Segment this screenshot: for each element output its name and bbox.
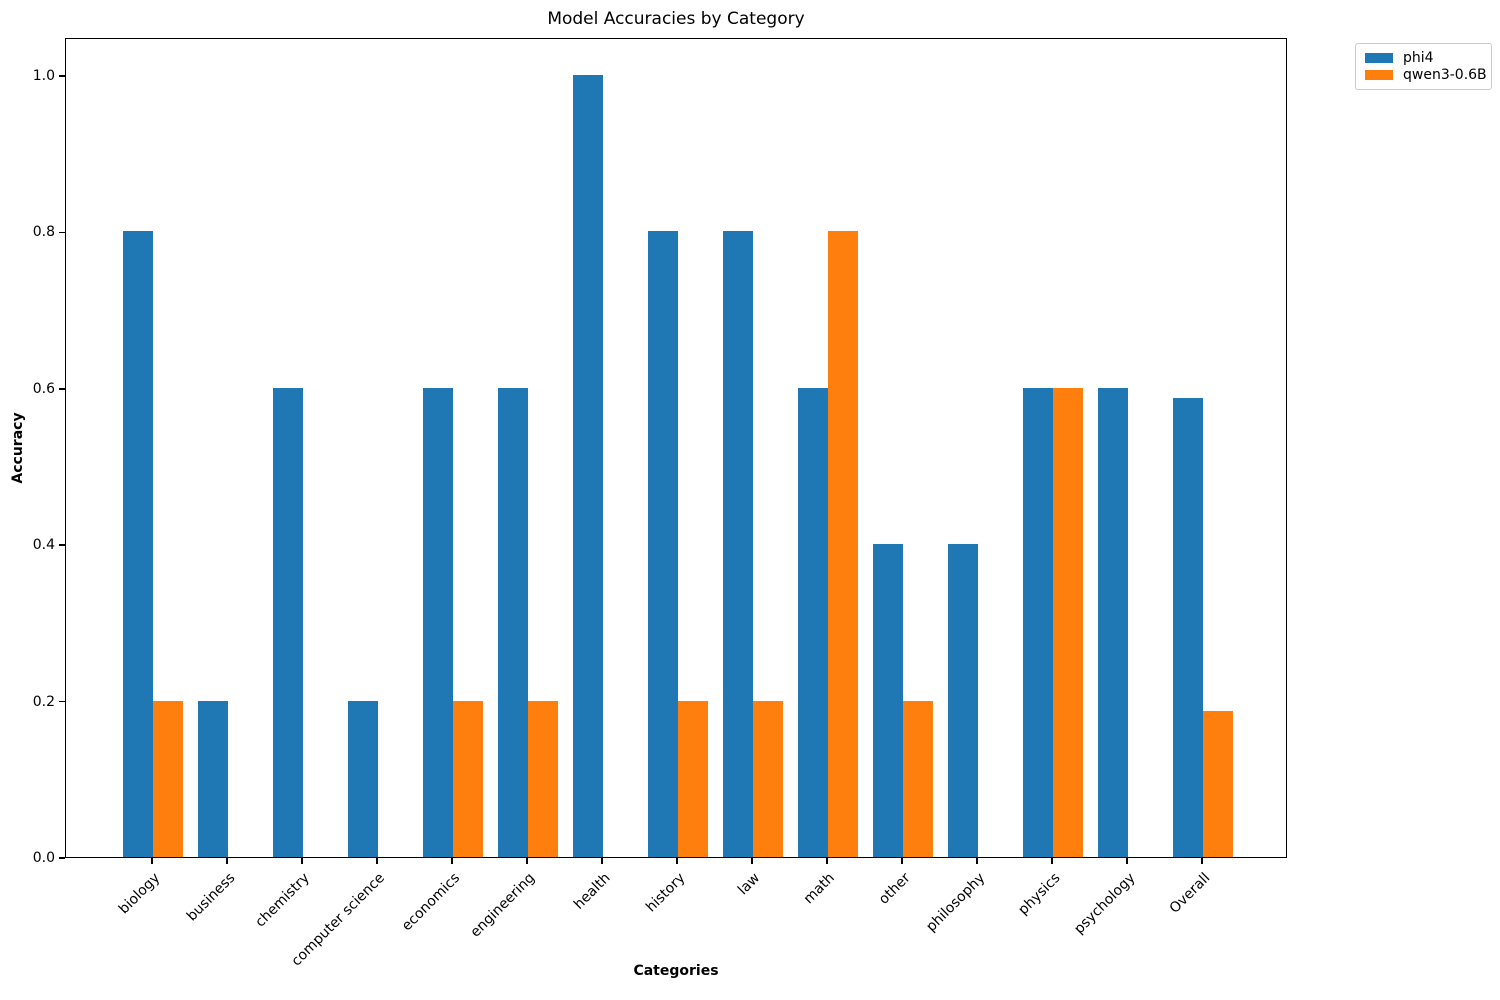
bar-phi4-math (798, 388, 828, 857)
y-tick-mark-0.8 (59, 231, 65, 234)
x-axis-label: Categories (633, 963, 719, 979)
y-tick-label-0.0: 0.0 (32, 850, 55, 866)
x-tick-mark-biology (151, 858, 153, 864)
bar-phi4-physics (1023, 388, 1053, 857)
bar-qwen3-0.6B-engineering (528, 701, 558, 857)
x-tick-label-history: history (642, 870, 689, 916)
legend-label: phi4 (1403, 49, 1434, 66)
x-tick-label-philosophy: philosophy (923, 870, 989, 936)
legend-item-qwen3-0.6B: qwen3-0.6B (1365, 66, 1487, 83)
y-tick-mark-0.0 (59, 857, 65, 859)
y-tick-label-0.2: 0.2 (32, 693, 55, 710)
x-tick-label-chemistry: chemistry (252, 870, 314, 931)
x-tick-label-health: health (570, 870, 614, 913)
bar-phi4-economics (423, 388, 453, 857)
x-tick-mark-physics (1051, 858, 1053, 864)
x-tick-label-Overall: Overall (1166, 870, 1214, 917)
bar-phi4-chemistry (273, 388, 303, 857)
bar-qwen3-0.6B-history (678, 701, 708, 857)
x-tick-mark-Overall (1201, 858, 1203, 864)
bar-phi4-business (198, 701, 228, 857)
x-tick-label-math: math (801, 870, 839, 908)
x-tick-mark-history (676, 858, 678, 864)
bar-phi4-health (573, 75, 603, 857)
x-tick-label-economics: economics (399, 870, 464, 935)
x-tick-label-business: business (183, 870, 239, 925)
x-tick-mark-philosophy (976, 858, 978, 864)
legend: phi4 qwen3-0.6B (1355, 43, 1492, 90)
x-tick-mark-law (751, 858, 753, 864)
bar-qwen3-0.6B-math (828, 231, 858, 857)
x-tick-label-other: other (875, 870, 914, 908)
bar-qwen3-0.6B-law (753, 701, 783, 857)
chart-title: Model Accuracies by Category (547, 9, 805, 29)
bar-qwen3-0.6B-economics (453, 701, 483, 857)
legend-swatch-icon (1365, 52, 1393, 63)
legend-label: qwen3-0.6B (1403, 66, 1487, 83)
bar-phi4-computer-science (348, 701, 378, 857)
x-tick-mark-business (226, 858, 228, 864)
bar-phi4-law (723, 231, 753, 857)
bar-qwen3-0.6B-physics (1053, 388, 1083, 857)
x-tick-mark-computer-science (376, 858, 378, 864)
y-tick-mark-0.2 (59, 700, 65, 703)
x-tick-mark-engineering (526, 858, 528, 864)
x-tick-mark-other (901, 858, 903, 864)
bar-phi4-engineering (498, 388, 528, 857)
x-tick-mark-health (601, 858, 603, 864)
x-tick-label-engineering: engineering (467, 870, 539, 941)
x-tick-mark-psychology (1126, 858, 1128, 864)
bar-qwen3-0.6B-other (903, 701, 933, 857)
plot-area (65, 38, 1287, 858)
bar-phi4-other (873, 544, 903, 857)
x-tick-label-law: law (735, 870, 764, 899)
y-tick-label-0.6: 0.6 (32, 380, 55, 397)
y-tick-label-1.0: 1.0 (32, 68, 55, 84)
x-tick-mark-economics (451, 858, 453, 864)
y-tick-mark-0.4 (59, 544, 65, 546)
x-tick-label-psychology: psychology (1070, 870, 1139, 938)
y-tick-mark-1.0 (59, 75, 65, 77)
legend-swatch-icon (1365, 69, 1393, 80)
x-tick-mark-math (826, 858, 828, 864)
y-tick-mark-0.6 (59, 388, 65, 390)
bar-qwen3-0.6B-Overall (1203, 711, 1233, 857)
bar-phi4-Overall (1173, 398, 1203, 857)
bar-phi4-history (648, 231, 678, 857)
y-axis-label: Accuracy (10, 412, 26, 484)
bar-phi4-philosophy (948, 544, 978, 857)
bar-qwen3-0.6B-biology (153, 701, 183, 857)
x-tick-label-biology: biology (115, 870, 164, 918)
y-tick-label-0.4: 0.4 (32, 537, 55, 554)
x-tick-label-physics: physics (1015, 870, 1064, 919)
legend-item-phi4: phi4 (1365, 49, 1482, 66)
bar-phi4-psychology (1098, 388, 1128, 857)
y-tick-label-0.8: 0.8 (32, 224, 55, 241)
x-tick-mark-chemistry (301, 858, 303, 864)
bar-phi4-biology (123, 231, 153, 857)
